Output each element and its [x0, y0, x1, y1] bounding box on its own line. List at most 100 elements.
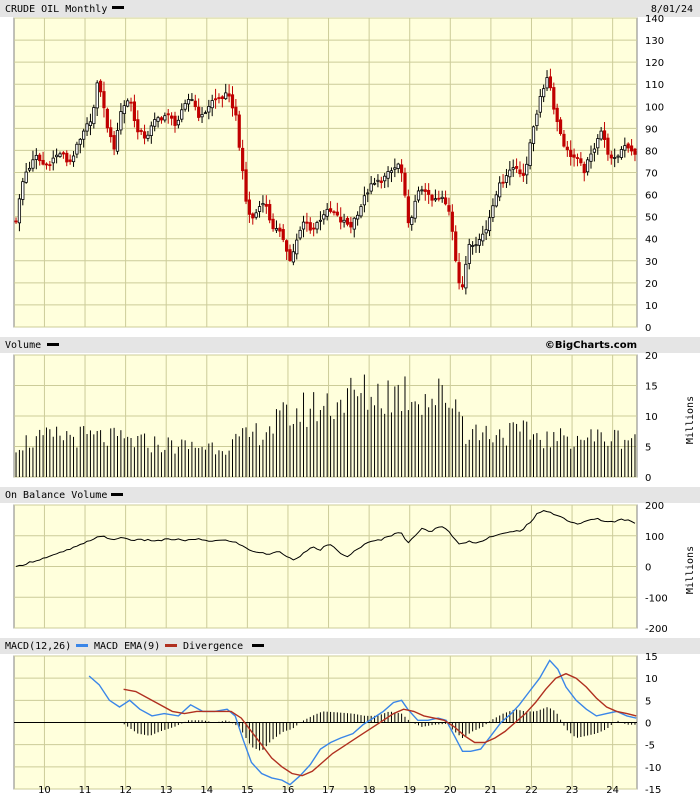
price-candle-body — [146, 134, 150, 139]
price-candle-body — [55, 154, 59, 158]
price-candle-body — [156, 117, 160, 122]
x-tick-label: 12 — [119, 785, 132, 796]
x-tick-label: 23 — [566, 785, 579, 796]
price-candle-body — [369, 183, 373, 192]
ema-legend-swatch — [165, 644, 177, 647]
price-candle-body — [213, 98, 218, 101]
price-y-tick-label: 100 — [645, 102, 664, 113]
price-candle-body — [92, 107, 96, 125]
price-candle-body — [420, 189, 424, 192]
price-candle-body — [48, 164, 52, 167]
price-candle-body — [75, 143, 79, 155]
price-candle-body — [207, 106, 211, 113]
price-candle-body — [389, 170, 394, 173]
price-candle-body — [17, 198, 22, 224]
obv-line — [15, 510, 636, 567]
price-candle-body — [572, 154, 576, 158]
price-candle-body — [548, 76, 553, 89]
price-candle-body — [268, 204, 272, 221]
price-candle-body — [210, 100, 214, 109]
price-candle-body — [82, 130, 86, 140]
price-candle-body — [386, 171, 390, 179]
price-candle-body — [339, 216, 343, 223]
price-y-tick-label: 80 — [645, 146, 658, 157]
volume-y-tick-label: 10 — [645, 412, 658, 423]
price-candle-body — [217, 97, 221, 99]
price-candle-body — [555, 107, 559, 123]
price-y-tick-label: 40 — [645, 235, 658, 246]
x-tick-label: 20 — [444, 785, 457, 796]
price-candle-body — [308, 222, 312, 231]
price-candle-body — [105, 108, 109, 129]
price-candle-body — [315, 222, 319, 230]
price-candle-body — [288, 249, 292, 261]
price-candle-body — [359, 206, 363, 217]
x-tick-label: 19 — [403, 785, 416, 796]
price-candle-body — [525, 163, 529, 176]
macd-y-tick-label: -5 — [645, 741, 655, 752]
price-candle-body — [416, 190, 421, 201]
price-y-tick-label: 50 — [645, 213, 658, 224]
price-candle-body — [132, 101, 137, 122]
x-tick-label: 17 — [322, 785, 335, 796]
x-tick-label: 24 — [606, 785, 619, 796]
price-candle-body — [149, 125, 153, 136]
price-candle-body — [264, 203, 268, 207]
price-candle-body — [366, 192, 370, 195]
price-candle-body — [291, 251, 295, 263]
volume-legend-swatch — [47, 343, 59, 346]
price-candle-body — [200, 114, 204, 118]
obv-y-tick-label: -100 — [645, 593, 668, 604]
price-candle-body — [423, 189, 427, 192]
price-candle-body — [427, 189, 431, 195]
x-tick-label: 13 — [160, 785, 173, 796]
price-candle-body — [61, 152, 65, 155]
volume-title: Volume — [5, 340, 41, 351]
price-candle-body — [65, 152, 69, 163]
price-candle-body — [58, 153, 62, 157]
price-legend-swatch — [112, 6, 124, 9]
obv-header-bar — [0, 487, 700, 503]
price-candle-body — [349, 221, 353, 228]
price-y-tick-label: 70 — [645, 169, 658, 180]
price-candle-body — [244, 169, 248, 202]
price-candle-body — [410, 217, 414, 225]
price-candle-body — [328, 208, 333, 212]
x-tick-label: 18 — [363, 785, 376, 796]
price-header-bar — [0, 0, 700, 17]
price-candle-body — [504, 175, 509, 183]
price-candle-body — [494, 194, 498, 207]
price-candle-body — [109, 127, 113, 138]
volume-unit-label: Millions — [685, 396, 696, 444]
volume-header-bar — [0, 337, 700, 353]
price-candle-body — [406, 196, 410, 224]
price-candle-body — [467, 243, 471, 264]
macd-y-tick-label: -10 — [645, 763, 661, 774]
obv-y-tick-label: 200 — [645, 501, 664, 512]
price-candle-body — [68, 159, 72, 162]
price-candle-body — [589, 153, 593, 162]
price-candle-body — [220, 96, 224, 100]
price-candle-body — [464, 263, 468, 289]
price-candle-body — [295, 239, 299, 255]
price-candle-body — [619, 149, 624, 158]
price-candle-body — [170, 115, 174, 119]
price-candle-body — [562, 133, 566, 147]
price-candle-body — [403, 172, 407, 196]
macd-y-tick-label: 0 — [645, 719, 651, 730]
price-candle-body — [285, 240, 289, 252]
price-candle-body — [227, 93, 231, 97]
price-candle-body — [376, 179, 380, 182]
obv-y-tick-label: -200 — [645, 624, 668, 635]
price-candle-body — [119, 111, 123, 131]
price-candle-body — [518, 169, 522, 175]
price-candle-body — [626, 143, 630, 149]
price-y-tick-label: 0 — [645, 323, 651, 334]
price-candle-body — [281, 229, 285, 240]
price-candle-body — [129, 101, 133, 104]
x-tick-label: 11 — [79, 785, 92, 796]
obv-legend-swatch — [111, 493, 123, 496]
price-y-tick-label: 110 — [645, 80, 664, 91]
price-candle-body — [569, 149, 573, 158]
